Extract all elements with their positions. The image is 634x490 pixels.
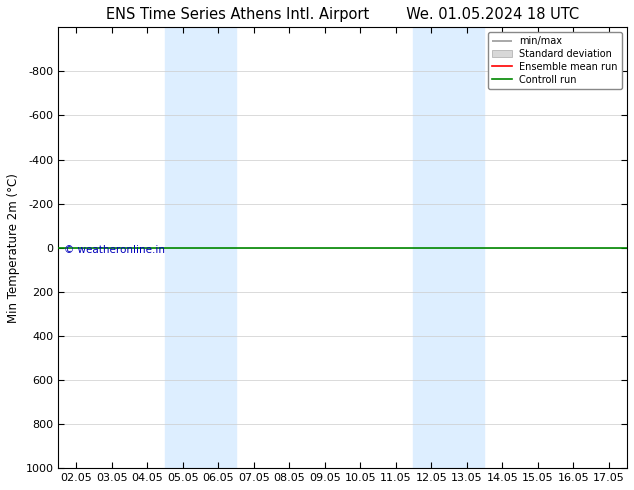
Text: © weatheronline.in: © weatheronline.in xyxy=(64,245,165,255)
Y-axis label: Min Temperature 2m (°C): Min Temperature 2m (°C) xyxy=(7,173,20,323)
Legend: min/max, Standard deviation, Ensemble mean run, Controll run: min/max, Standard deviation, Ensemble me… xyxy=(488,32,622,89)
Title: ENS Time Series Athens Intl. Airport        We. 01.05.2024 18 UTC: ENS Time Series Athens Intl. Airport We.… xyxy=(106,7,579,22)
Bar xyxy=(165,27,236,468)
Bar xyxy=(413,27,484,468)
